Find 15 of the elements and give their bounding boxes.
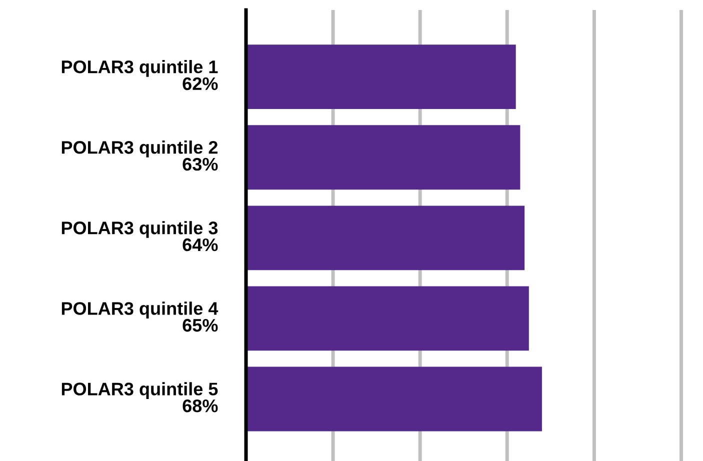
bar [246, 286, 529, 351]
bar [246, 44, 516, 110]
y-tick-label: POLAR3 quintile 2 [62, 140, 218, 158]
y-tick-label: POLAR3 quintile 4 [62, 302, 218, 318]
data-label: 62% [182, 77, 218, 90]
data-label: 64% [182, 238, 218, 252]
bar [246, 125, 520, 190]
y-tick-label: POLAR3 quintile 1 [62, 60, 218, 77]
data-label: 63% [182, 158, 218, 171]
y-tick-label: POLAR3 quintile 5 [62, 382, 218, 399]
y-tick-label: POLAR3 quintile 3 [62, 221, 218, 238]
data-label: 68% [182, 399, 218, 412]
data-label: 65% [182, 318, 218, 332]
bar [246, 206, 525, 270]
bar [246, 366, 542, 432]
